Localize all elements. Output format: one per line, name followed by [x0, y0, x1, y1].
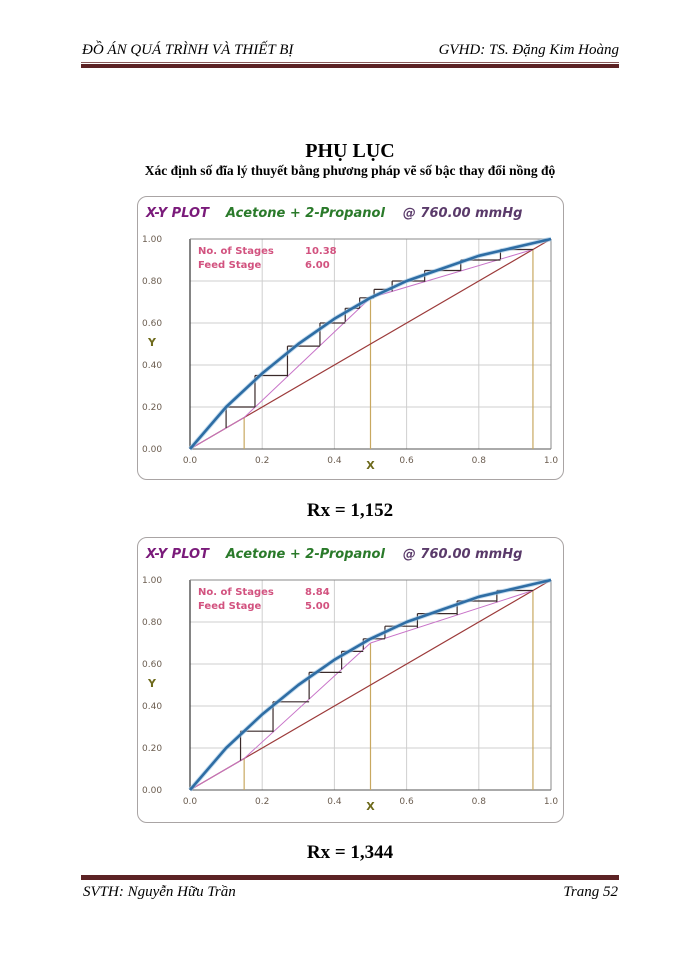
- y-axis-label: Y: [147, 677, 157, 690]
- y-tick-label: 0.20: [142, 744, 162, 754]
- stripping-line: [243, 297, 371, 418]
- y-tick-label: 1.00: [142, 235, 162, 245]
- equilibrium-curve: [189, 237, 552, 450]
- x-tick-label: 0.8: [472, 797, 487, 807]
- y-tick-label: 0.40: [142, 702, 162, 712]
- feed-stage-value: 6.00: [305, 260, 330, 271]
- header-advisor: GVHD: TS. Đặng Kim Hoàng: [438, 42, 619, 58]
- page-title: PHỤ LỤC: [305, 140, 395, 162]
- header-rule: [81, 64, 619, 68]
- stripping-line: [243, 642, 371, 759]
- x-tick-label: 0.8: [472, 456, 487, 466]
- x-tick-label: 1.0: [544, 456, 559, 466]
- x-tick-label: 0.2: [255, 797, 269, 807]
- stages-value: 8.84: [305, 587, 330, 598]
- y-tick-label: 0.80: [142, 618, 162, 628]
- y-tick-label: 0.60: [142, 660, 162, 670]
- header-course-title: ĐỒ ÁN QUÁ TRÌNH VÀ THIẾT BỊ: [82, 42, 294, 58]
- stages-label: No. of Stages: [198, 587, 274, 598]
- xy-plot-svg-1: X-Y PLOT Acetone + 2-Propanol @ 760.00 mmH…: [142, 206, 559, 472]
- feed-stage-label: Feed Stage: [198, 260, 262, 271]
- diagonal-line: [189, 579, 552, 791]
- y-axis-label: Y: [147, 336, 157, 349]
- xy-plot-chart-2: X-Y PLOT Acetone + 2-Propanol @ 760.00 mmH…: [137, 537, 564, 823]
- y-tick-label: 0.80: [142, 277, 162, 287]
- footer-rule: [81, 875, 619, 880]
- y-tick-label: 0.40: [142, 361, 162, 371]
- footer-student: SVTH: Nguyễn Hữu Trần: [83, 884, 236, 900]
- xy-plot-chart-1: X-Y PLOT Acetone + 2-Propanol @ 760.00 mmH…: [137, 196, 564, 480]
- x-tick-label: 0.6: [399, 797, 414, 807]
- x-tick-label: 0.2: [255, 456, 269, 466]
- diagonal-line: [189, 238, 552, 450]
- x-tick-label: 0.0: [183, 456, 198, 466]
- stages-label: No. of Stages: [198, 246, 274, 257]
- feed-stage-label: Feed Stage: [198, 601, 262, 612]
- x-tick-label: 0.4: [327, 797, 342, 807]
- y-tick-label: 0.00: [142, 445, 162, 455]
- x-tick-label: 0.0: [183, 797, 198, 807]
- rectifying-line: [370, 590, 534, 644]
- reflux-ratio-caption-2: Rx = 1,344: [306, 842, 394, 863]
- stages-value: 10.38: [305, 246, 337, 257]
- x-axis-label: X: [366, 800, 375, 813]
- page-subtitle: Xác định số đĩa lý thuyết bằng phương ph…: [144, 163, 556, 178]
- plot-title: X-Y PLOT Acetone + 2-Propanol @ 760.00 mmH…: [145, 206, 522, 221]
- x-tick-label: 0.4: [327, 456, 342, 466]
- rectifying-line: [370, 249, 534, 299]
- y-tick-label: 0.20: [142, 403, 162, 413]
- y-tick-label: 0.60: [142, 319, 162, 329]
- page-header: ĐỒ ÁN QUÁ TRÌNH VÀ THIẾT BỊ GVHD: TS. Đặ…: [82, 40, 619, 66]
- footer-page-number: Trang 52: [563, 884, 618, 900]
- y-tick-label: 1.00: [142, 576, 162, 586]
- xy-plot-svg-2: X-Y PLOT Acetone + 2-Propanol @ 760.00 mmH…: [142, 547, 559, 813]
- reflux-ratio-caption-1: Rx = 1,152: [306, 500, 394, 521]
- plot-title: X-Y PLOT Acetone + 2-Propanol @ 760.00 mmH…: [145, 547, 522, 562]
- x-axis-label: X: [366, 459, 375, 472]
- feed-stage-value: 5.00: [305, 601, 330, 612]
- y-tick-label: 0.00: [142, 786, 162, 796]
- x-tick-label: 0.6: [399, 456, 414, 466]
- header-rule-thin: [81, 62, 619, 63]
- x-tick-label: 1.0: [544, 797, 559, 807]
- equilibrium-curve: [189, 578, 552, 791]
